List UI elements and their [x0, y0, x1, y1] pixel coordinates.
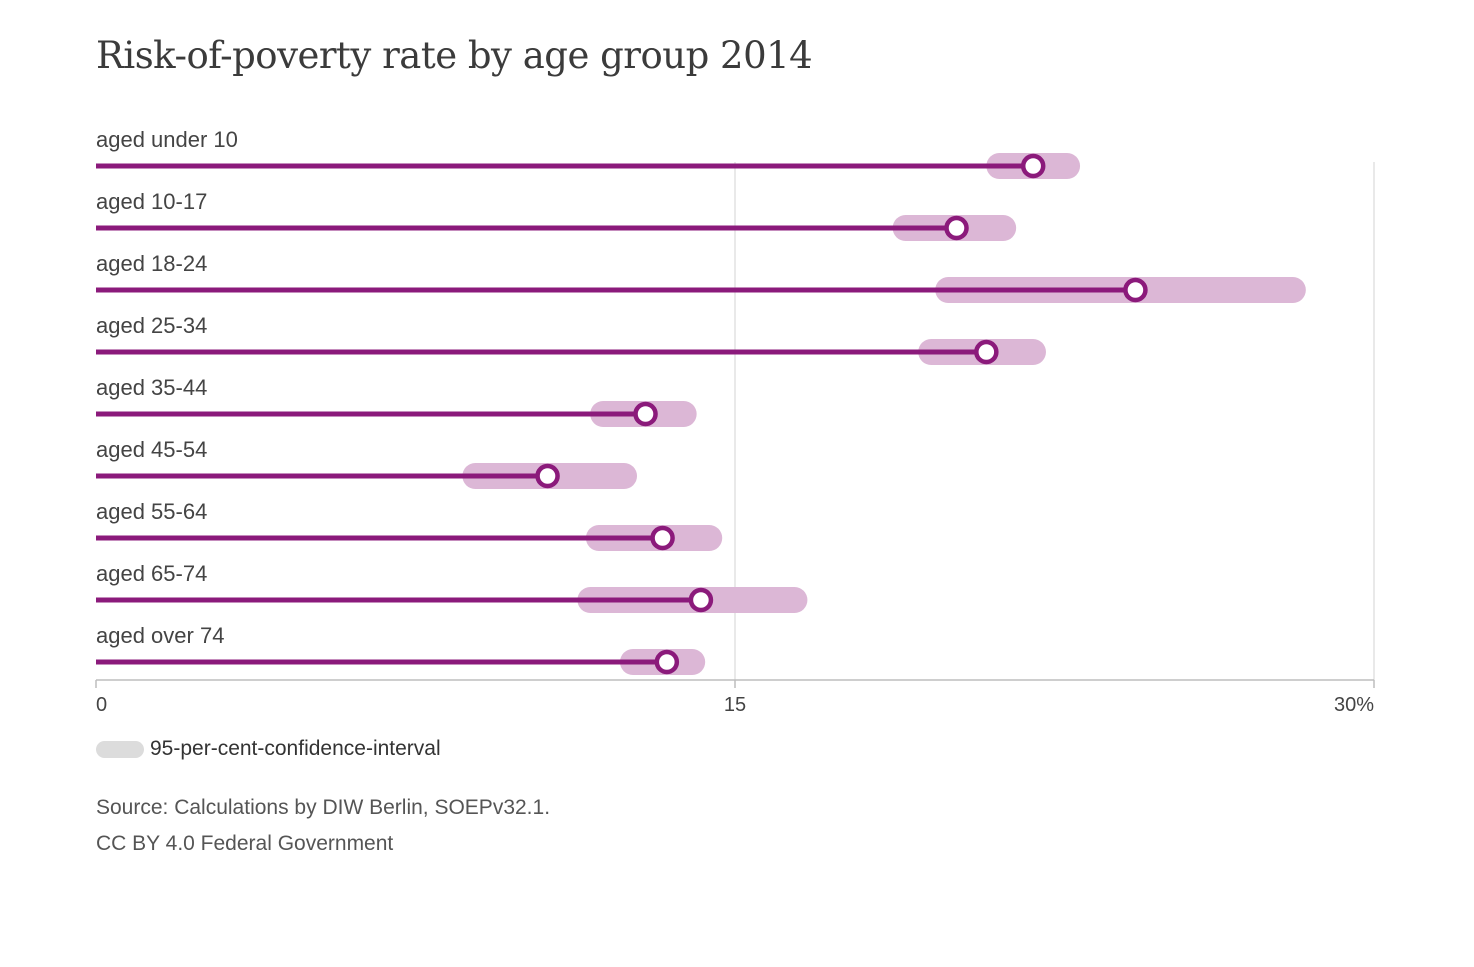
row-label: aged 25-34	[96, 313, 207, 338]
row-3: aged 25-34	[96, 313, 1046, 365]
value-marker	[974, 339, 999, 365]
row-0: aged under 10	[96, 127, 1081, 179]
value-marker	[1123, 277, 1148, 303]
value-marker	[650, 525, 675, 551]
row-6: aged 55-64	[96, 499, 723, 551]
row-label: aged 65-74	[96, 561, 207, 586]
x-tick-label: 30%	[1334, 694, 1374, 716]
value-marker	[688, 587, 714, 613]
row-label: aged 35-44	[96, 375, 207, 400]
row-5: aged 45-54	[96, 437, 638, 489]
value-marker	[535, 463, 560, 489]
gridlines	[734, 162, 1375, 680]
value-marker	[633, 401, 658, 427]
license-note: CC BY 4.0 Federal Government	[96, 832, 394, 855]
row-8: aged over 74	[96, 623, 706, 675]
row-4: aged 35-44	[96, 375, 697, 427]
row-label: aged 10-17	[96, 189, 207, 214]
chart-title: Risk-of-poverty rate by age group 2014	[96, 34, 813, 77]
source-note: Source: Calculations by DIW Berlin, SOEP…	[96, 796, 551, 819]
value-marker	[1020, 153, 1046, 179]
x-tick-label: 15	[724, 694, 746, 716]
chart-rows: aged under 10 aged 10-17 aged 18-24 aged 25…	[96, 127, 1306, 675]
x-axis: 0 15 30%	[95, 679, 1375, 716]
row-label: aged 18-24	[96, 251, 207, 276]
row-label: aged under 10	[96, 127, 238, 152]
x-tick-label: 0	[96, 694, 107, 716]
legend-label: 95-per-cent-confidence-interval	[150, 737, 441, 760]
row-label: aged 45-54	[96, 437, 207, 462]
row-1: aged 10-17	[96, 189, 1017, 241]
row-7: aged 65-74	[96, 561, 808, 613]
dot-plot-chart: aged under 10 aged 10-17 aged 18-24 aged 25…	[95, 127, 1375, 716]
value-marker	[944, 215, 969, 241]
legend-swatch-confidence-interval	[96, 740, 144, 758]
row-2: aged 18-24	[96, 251, 1306, 303]
row-label: aged 55-64	[96, 499, 207, 524]
value-marker	[654, 649, 680, 675]
row-label: aged over 74	[96, 623, 224, 648]
legend: 95-per-cent-confidence-interval	[96, 736, 441, 762]
